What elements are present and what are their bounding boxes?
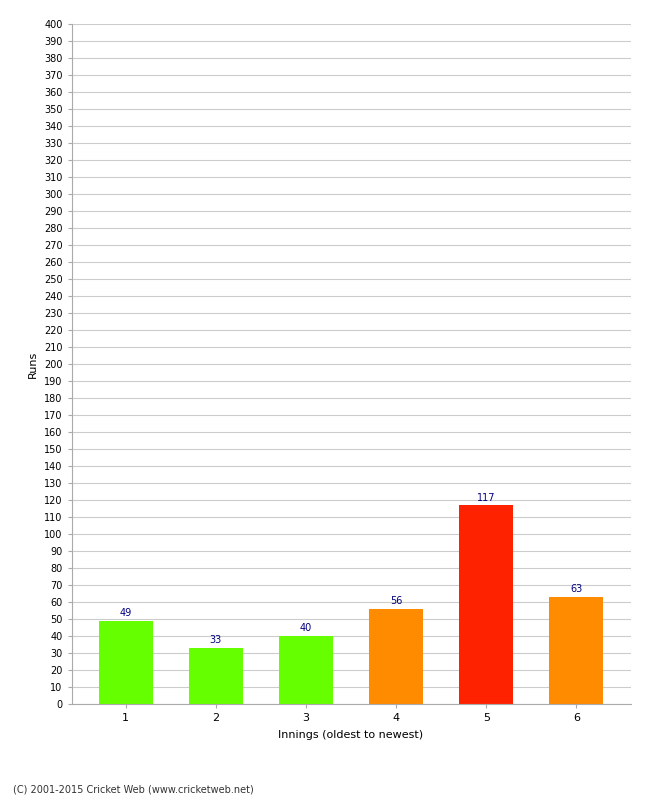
Text: 49: 49	[120, 608, 132, 618]
Text: 117: 117	[477, 493, 495, 502]
Bar	[369, 609, 423, 704]
Bar	[99, 621, 153, 704]
Bar	[188, 648, 243, 704]
Text: 40: 40	[300, 623, 312, 634]
Text: 63: 63	[570, 584, 582, 594]
Text: (C) 2001-2015 Cricket Web (www.cricketweb.net): (C) 2001-2015 Cricket Web (www.cricketwe…	[13, 784, 254, 794]
Y-axis label: Runs: Runs	[29, 350, 38, 378]
Bar	[459, 505, 514, 704]
Bar	[279, 636, 333, 704]
Bar	[549, 597, 603, 704]
Text: 56: 56	[390, 596, 402, 606]
X-axis label: Innings (oldest to newest): Innings (oldest to newest)	[278, 730, 424, 740]
Text: 33: 33	[210, 635, 222, 646]
